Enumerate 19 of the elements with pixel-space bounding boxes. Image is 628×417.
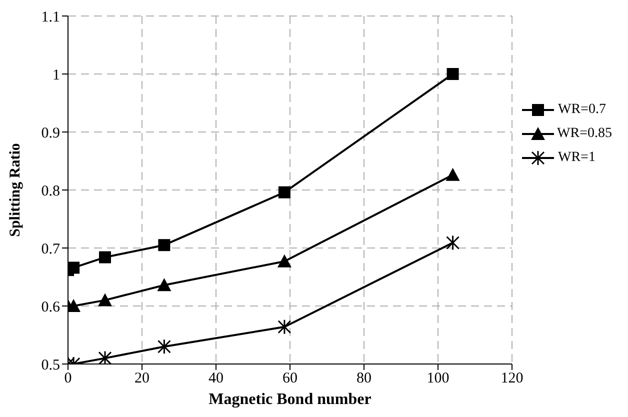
y-axis-title: Splitting Ratio <box>7 143 24 237</box>
y-tick-label: 0.8 <box>41 183 60 200</box>
x-tick-label: 80 <box>356 370 372 387</box>
y-tick-label: 0.6 <box>41 299 60 316</box>
legend-label: WR=0.85 <box>557 126 612 142</box>
legend-label: WR=1 <box>558 150 596 166</box>
x-tick-label: 100 <box>426 370 450 387</box>
x-tick-label: 60 <box>282 370 298 387</box>
legend-label: WR=0.7 <box>558 102 606 118</box>
y-tick-label: 1.1 <box>41 9 60 26</box>
y-tick-label: 1 <box>52 67 60 84</box>
x-tick-label: 40 <box>208 370 224 387</box>
y-tick-label: 0.9 <box>41 125 60 142</box>
x-tick-label: 0 <box>64 370 72 387</box>
x-tick-label: 20 <box>134 370 150 387</box>
y-tick-label: 0.7 <box>41 241 60 258</box>
x-axis-title: Magnetic Bond number <box>208 391 372 408</box>
y-tick-label: 0.5 <box>41 357 60 374</box>
x-tick-label: 120 <box>500 370 524 387</box>
